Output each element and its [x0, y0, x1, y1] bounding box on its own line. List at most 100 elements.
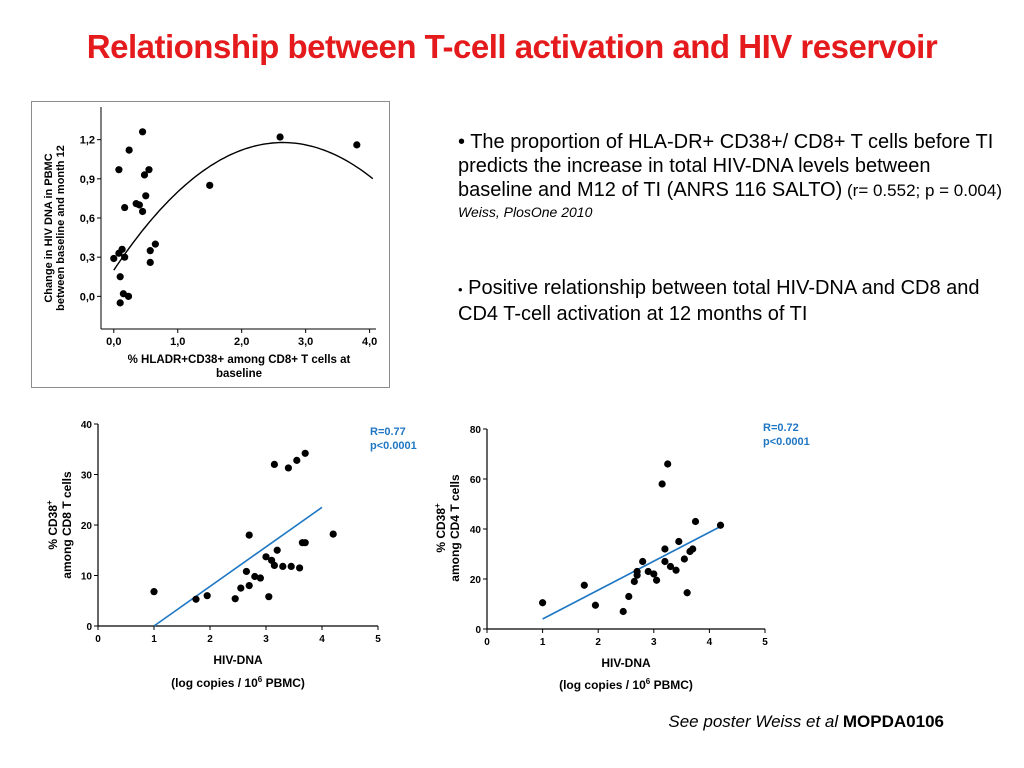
y-tick-label: 0,9: [80, 174, 95, 186]
y-tick-label: 40: [470, 525, 482, 536]
data-point: [121, 203, 129, 212]
data-point: [630, 577, 638, 586]
data-point: [110, 254, 118, 263]
data-point: [265, 593, 273, 601]
bullet-2-text: Positive relationship between total HIV-…: [458, 277, 980, 325]
x-axis-label-sup: 6: [646, 677, 651, 686]
data-point: [262, 553, 270, 561]
data-point: [138, 128, 147, 136]
data-point: [151, 240, 159, 248]
y-tick-label: 1,2: [80, 135, 95, 147]
y-axis-label-line1: Change in HIV DNA in PBMC: [43, 153, 55, 302]
x-axis-label-line2: baseline: [216, 368, 262, 380]
x-tick-label: 1,0: [170, 336, 185, 348]
data-point: [683, 589, 691, 597]
bullet-2: • Positive relationship between total HI…: [458, 276, 1003, 326]
footer-reference: See poster Weiss et al MOPDA0106: [668, 712, 944, 732]
y-tick-label: 0: [475, 625, 481, 636]
slide-title: Relationship between T-cell activation a…: [86, 28, 938, 65]
data-point: [652, 576, 661, 584]
data-point: [279, 562, 287, 571]
x-tick-label: 3: [651, 637, 657, 648]
annotation-p: p<0.0001: [370, 440, 417, 452]
data-point: [644, 567, 652, 576]
data-point: [296, 564, 304, 572]
data-point: [672, 566, 680, 574]
data-point: [121, 253, 129, 261]
x-tick-label: 5: [762, 637, 768, 648]
y-tick-label: 20: [81, 521, 93, 532]
bullet-list: • The proportion of HLA-DR+ CD38+/ CD8+ …: [458, 130, 1003, 326]
x-axis-label-line1: HIV-DNA: [213, 653, 263, 667]
svg-text:% CD38+: % CD38+: [45, 500, 60, 550]
data-point: [301, 539, 309, 547]
y-axis-label-line2: between baseline and month 12: [55, 145, 67, 311]
x-tick-label: 0: [95, 634, 101, 645]
x-tick-label: 4,0: [362, 336, 377, 348]
y-tick-label: 0: [86, 622, 92, 633]
y-tick-label: 60: [470, 475, 482, 486]
data-point: [118, 245, 126, 253]
data-point: [256, 574, 264, 582]
x-axis-label-sup: 6: [258, 675, 263, 684]
data-point: [689, 545, 697, 553]
y-axis-label-line2: among CD8 T cells: [60, 471, 74, 579]
x-axis-label-line2-pre: (log copies / 10: [559, 678, 646, 692]
bullet-1-citation: Weiss, PlosOne 2010: [458, 204, 593, 220]
data-point: [661, 545, 669, 553]
data-point: [124, 292, 133, 300]
fit-line: [542, 525, 721, 620]
data-point: [639, 557, 647, 566]
data-point: [675, 537, 683, 546]
data-point: [625, 592, 633, 601]
data-point: [661, 557, 669, 566]
data-point: [245, 531, 253, 539]
data-point: [206, 181, 214, 189]
x-tick-label: 4: [319, 634, 325, 645]
footer-poster-id: MOPDA0106: [842, 712, 944, 731]
data-point: [666, 562, 675, 571]
data-point: [242, 567, 250, 576]
bullet-1-stats: (r= 0.552; p = 0.004): [842, 181, 1002, 200]
x-tick-label: 3: [263, 634, 269, 645]
svg-text:(log copies / 106 PBMC): (log copies / 106 PBMC): [171, 675, 305, 690]
x-axis-label-line2-post: PBMC): [650, 678, 693, 692]
data-point: [329, 530, 337, 538]
data-point: [231, 595, 239, 603]
annotation-r: R=0.77: [370, 426, 406, 438]
x-tick-label: 5: [375, 634, 381, 645]
data-point: [591, 601, 600, 609]
data-point: [650, 570, 658, 578]
y-axis-label-sup: +: [433, 503, 442, 508]
x-tick-label: 1: [540, 637, 546, 648]
x-axis-label-line2-pre: (log copies / 10: [171, 676, 258, 690]
svg-text:(log copies / 106 PBMC): (log copies / 106 PBMC): [559, 677, 693, 692]
y-tick-label: 0,0: [80, 291, 95, 303]
data-point: [664, 460, 672, 468]
data-point: [135, 201, 143, 209]
data-point: [140, 171, 149, 179]
y-axis-label-line1: % CD38: [434, 508, 448, 553]
data-point: [203, 592, 211, 600]
data-point: [237, 584, 245, 592]
y-tick-label: 10: [81, 572, 93, 583]
data-point: [146, 258, 154, 266]
x-tick-label: 2,0: [234, 336, 249, 348]
bullet-1: • The proportion of HLA-DR+ CD38+/ CD8+ …: [458, 130, 1003, 203]
data-point: [539, 599, 547, 607]
y-axis-label-line2: among CD4 T cells: [448, 474, 462, 582]
x-axis-label-line2-post: PBMC): [262, 676, 305, 690]
data-point: [284, 464, 292, 472]
data-point: [116, 299, 124, 307]
x-tick-label: 2: [595, 637, 601, 648]
data-point: [115, 166, 123, 174]
data-point: [251, 572, 259, 581]
y-tick-label: 40: [81, 420, 93, 431]
x-tick-label: 2: [207, 634, 213, 645]
data-point: [301, 449, 309, 457]
fit-curve: [113, 141, 374, 271]
y-tick-label: 20: [470, 575, 482, 586]
data-point: [270, 561, 278, 569]
